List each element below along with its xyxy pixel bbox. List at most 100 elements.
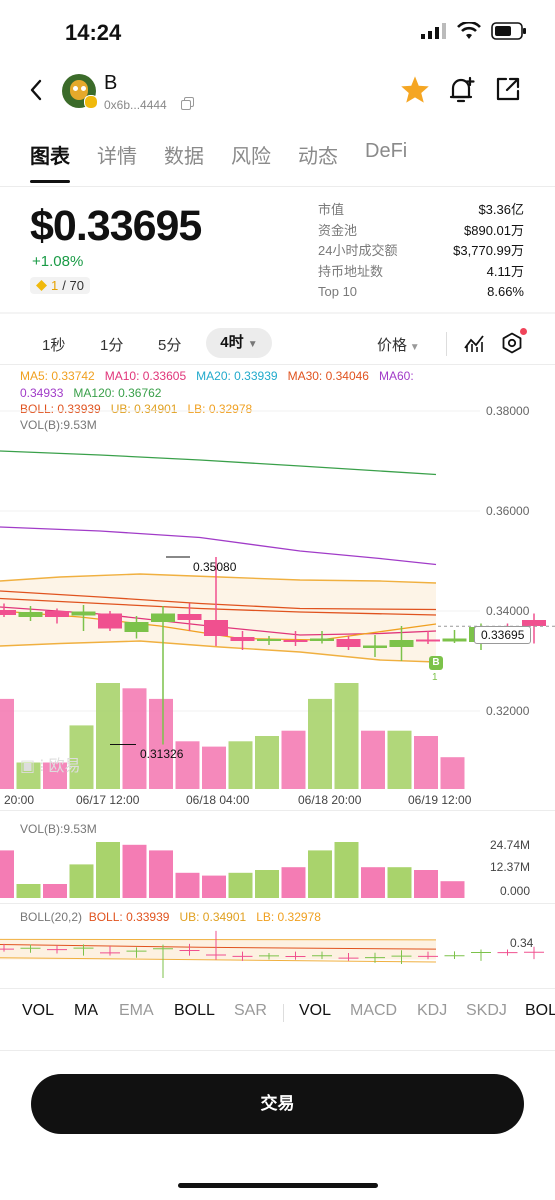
price-chart[interactable] xyxy=(0,360,555,820)
indicator-macd[interactable]: MACD xyxy=(350,1002,398,1019)
sub-volume-bar xyxy=(96,842,120,898)
high-price-label: 0.35080 xyxy=(193,560,237,574)
current-price: $0.33695 xyxy=(30,202,202,250)
volume-bar xyxy=(16,762,41,789)
wifi-icon xyxy=(457,22,481,39)
price-mode-dropdown[interactable]: 价格 ▼ xyxy=(377,337,420,354)
indicator-sar[interactable]: SAR xyxy=(234,1002,267,1019)
timeframe-4h-dropdown[interactable]: 4时 ▼ xyxy=(206,328,272,358)
boll-lower-line xyxy=(0,640,437,663)
toolbar-bottom-divider xyxy=(0,364,555,365)
low-price-label: 0.31326 xyxy=(140,747,184,761)
share-icon[interactable] xyxy=(495,76,521,107)
indicator-vol[interactable]: VOL xyxy=(22,1002,55,1019)
vol-tick: 12.37M xyxy=(490,860,531,874)
sub-volume-bar xyxy=(16,884,41,898)
rank-total: / 70 xyxy=(62,278,84,293)
indicator-icon[interactable] xyxy=(463,332,485,359)
sub-boll-lower xyxy=(0,957,437,963)
axis-divider xyxy=(0,810,555,811)
indicator-skdj[interactable]: SKDJ xyxy=(466,1002,507,1019)
volume-bar xyxy=(175,741,200,789)
bnb-icon xyxy=(36,280,47,291)
timeframe-1s[interactable]: 1秒 xyxy=(42,337,66,354)
buy-marker-count: 1 xyxy=(432,672,438,683)
ma20-label: MA20: 0.33939 xyxy=(196,369,278,383)
candle-body xyxy=(522,620,546,626)
signal-icon xyxy=(421,23,446,39)
tab-risk[interactable]: 风险 xyxy=(231,146,271,168)
rank-badge: 1 / 70 xyxy=(30,277,90,294)
sub-volume-bar xyxy=(387,867,412,898)
settings-icon[interactable] xyxy=(501,332,523,359)
favorite-star-icon[interactable] xyxy=(400,75,430,109)
bottom-divider xyxy=(0,1050,555,1051)
indicator-ma[interactable]: MA xyxy=(74,1002,98,1019)
x-tick: 20:00 xyxy=(4,793,35,807)
candle-body xyxy=(151,613,175,622)
timeframe-5m[interactable]: 5分 xyxy=(158,337,182,354)
tab-data[interactable]: 数据 xyxy=(164,146,204,168)
volume-bar xyxy=(228,741,253,789)
boll-upper-line xyxy=(0,573,437,584)
tab-activity[interactable]: 动态 xyxy=(298,146,338,168)
trade-button[interactable]: 交易 xyxy=(31,1074,524,1134)
indicator-kdj[interactable]: KDJ xyxy=(417,1002,448,1019)
status-time: 14:24 xyxy=(65,20,122,45)
indicator-boll-sub[interactable]: BOL xyxy=(525,1002,555,1019)
tab-bar: 图表 详情 数据 风险 动态 DeFi xyxy=(30,140,434,183)
y-tick: 0.32000 xyxy=(486,704,530,718)
sub-volume-bar xyxy=(308,850,332,898)
indicator-boll[interactable]: BOLL xyxy=(174,1002,215,1019)
boll-mid-line xyxy=(0,597,437,616)
tab-divider xyxy=(0,186,555,187)
boll-divider xyxy=(0,988,555,989)
vol-tick: 0.000 xyxy=(500,884,531,898)
y-tick: 0.34000 xyxy=(486,604,530,618)
ma-legend: MA5: 0.33742 MA10: 0.33605 MA20: 0.33939… xyxy=(20,369,460,383)
sub-volume-bar xyxy=(149,850,173,898)
stat-row: 资金池 $890.01万 xyxy=(318,222,524,238)
y-tick: 0.36000 xyxy=(486,504,530,518)
volume-bar xyxy=(0,698,14,789)
candle-body xyxy=(257,639,281,641)
ma10-label: MA10: 0.33605 xyxy=(104,369,187,383)
candle-body xyxy=(363,645,387,648)
volume-bar xyxy=(202,746,226,789)
token-address: 0x6b...4444 xyxy=(104,98,167,112)
indicator-ema[interactable]: EMA xyxy=(119,1002,154,1019)
ma60-line xyxy=(0,526,437,566)
back-icon[interactable] xyxy=(28,78,44,107)
tab-defi[interactable]: DeFi xyxy=(365,140,408,162)
volume-bar xyxy=(334,683,359,789)
token-stats: 市值 $3.36亿 资金池 $890.01万 24小时成交额 $3,770.99万 持… xyxy=(318,200,524,303)
boll-chart[interactable] xyxy=(0,928,555,978)
volume-bar xyxy=(308,698,332,789)
sub-boll-band xyxy=(0,939,436,960)
volume-chart[interactable] xyxy=(0,830,555,900)
candle-body xyxy=(18,612,43,617)
tab-details[interactable]: 详情 xyxy=(97,146,137,168)
candle-body xyxy=(230,637,255,641)
indicator-sub-vol[interactable]: VOL xyxy=(299,1002,332,1019)
candle-body xyxy=(204,620,228,636)
status-icons xyxy=(421,22,527,40)
rank-value: 1 xyxy=(51,278,59,293)
sub-ub: UB: 0.34901 xyxy=(179,910,247,924)
candle-body xyxy=(416,639,440,642)
candle-body xyxy=(0,610,16,615)
candle-body xyxy=(124,622,149,632)
boll-label: BOLL: 0.33939 xyxy=(20,402,101,416)
timeframe-1m[interactable]: 1分 xyxy=(100,337,124,354)
tab-chart[interactable]: 图表 xyxy=(30,140,70,183)
indicator-divider xyxy=(283,1004,284,1022)
add-alert-icon[interactable] xyxy=(447,75,477,110)
sub-volume-bar xyxy=(281,867,306,898)
copy-icon[interactable] xyxy=(181,97,194,115)
sub-volume-bar xyxy=(228,872,253,898)
boll-lb-label: LB: 0.32978 xyxy=(187,402,253,416)
sub-volume-bar xyxy=(334,842,359,898)
sub-boll-legend: BOLL(20,2) BOLL: 0.33939 UB: 0.34901 LB:… xyxy=(20,910,321,924)
sub-volume-bar xyxy=(69,864,94,898)
sub-volume-bar xyxy=(440,881,465,898)
